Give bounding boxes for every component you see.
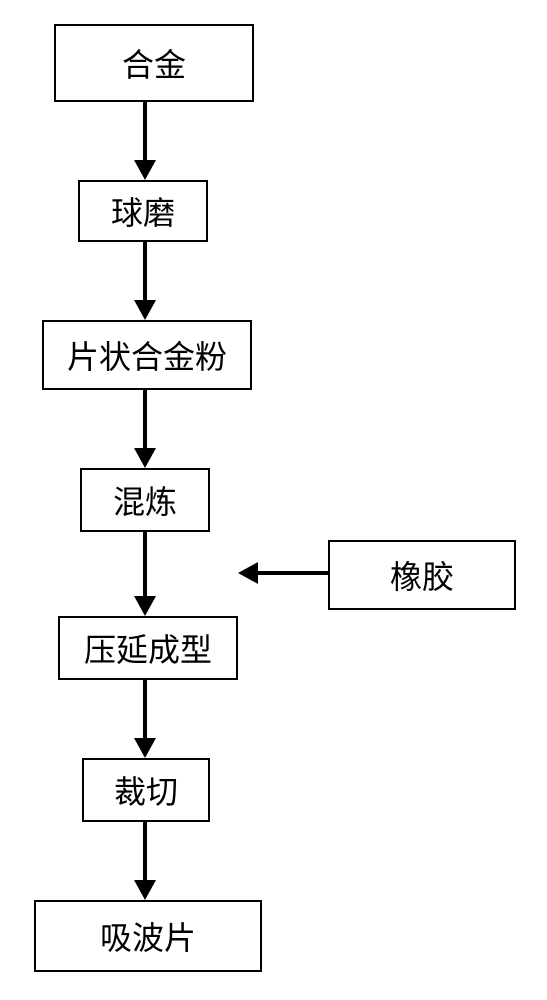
- flowchart-node-absorber: 吸波片: [34, 900, 262, 972]
- node-label: 橡胶: [390, 552, 454, 598]
- flowchart-edge: [143, 242, 147, 302]
- arrowhead-down-icon: [134, 596, 156, 616]
- node-label: 合金: [122, 40, 186, 86]
- flowchart-edge: [143, 102, 147, 162]
- flowchart-node-ballmill: 球磨: [78, 180, 208, 242]
- arrowhead-down-icon: [134, 448, 156, 468]
- flowchart-edge: [143, 390, 147, 450]
- flowchart-node-alloy: 合金: [54, 24, 254, 102]
- arrowhead-down-icon: [134, 300, 156, 320]
- arrowhead-down-icon: [134, 160, 156, 180]
- node-label: 片状合金粉: [67, 332, 227, 378]
- flowchart-edge: [143, 532, 147, 598]
- flowchart-node-rubber: 橡胶: [328, 540, 516, 610]
- arrowhead-down-icon: [134, 738, 156, 758]
- flowchart-node-flake-powder: 片状合金粉: [42, 320, 252, 390]
- flowchart-node-mixing: 混炼: [80, 468, 210, 532]
- node-label: 吸波片: [100, 913, 196, 959]
- flowchart-node-cutting: 裁切: [82, 758, 210, 822]
- arrowhead-left-icon: [238, 562, 258, 584]
- node-label: 压延成型: [84, 625, 212, 671]
- node-label: 裁切: [114, 767, 178, 813]
- node-label: 混炼: [113, 477, 177, 523]
- flowchart-edge: [143, 822, 147, 882]
- arrowhead-down-icon: [134, 880, 156, 900]
- flowchart-edge: [143, 680, 147, 740]
- flowchart-edge: [256, 571, 328, 575]
- node-label: 球磨: [111, 188, 175, 234]
- flowchart-node-calendering: 压延成型: [58, 616, 238, 680]
